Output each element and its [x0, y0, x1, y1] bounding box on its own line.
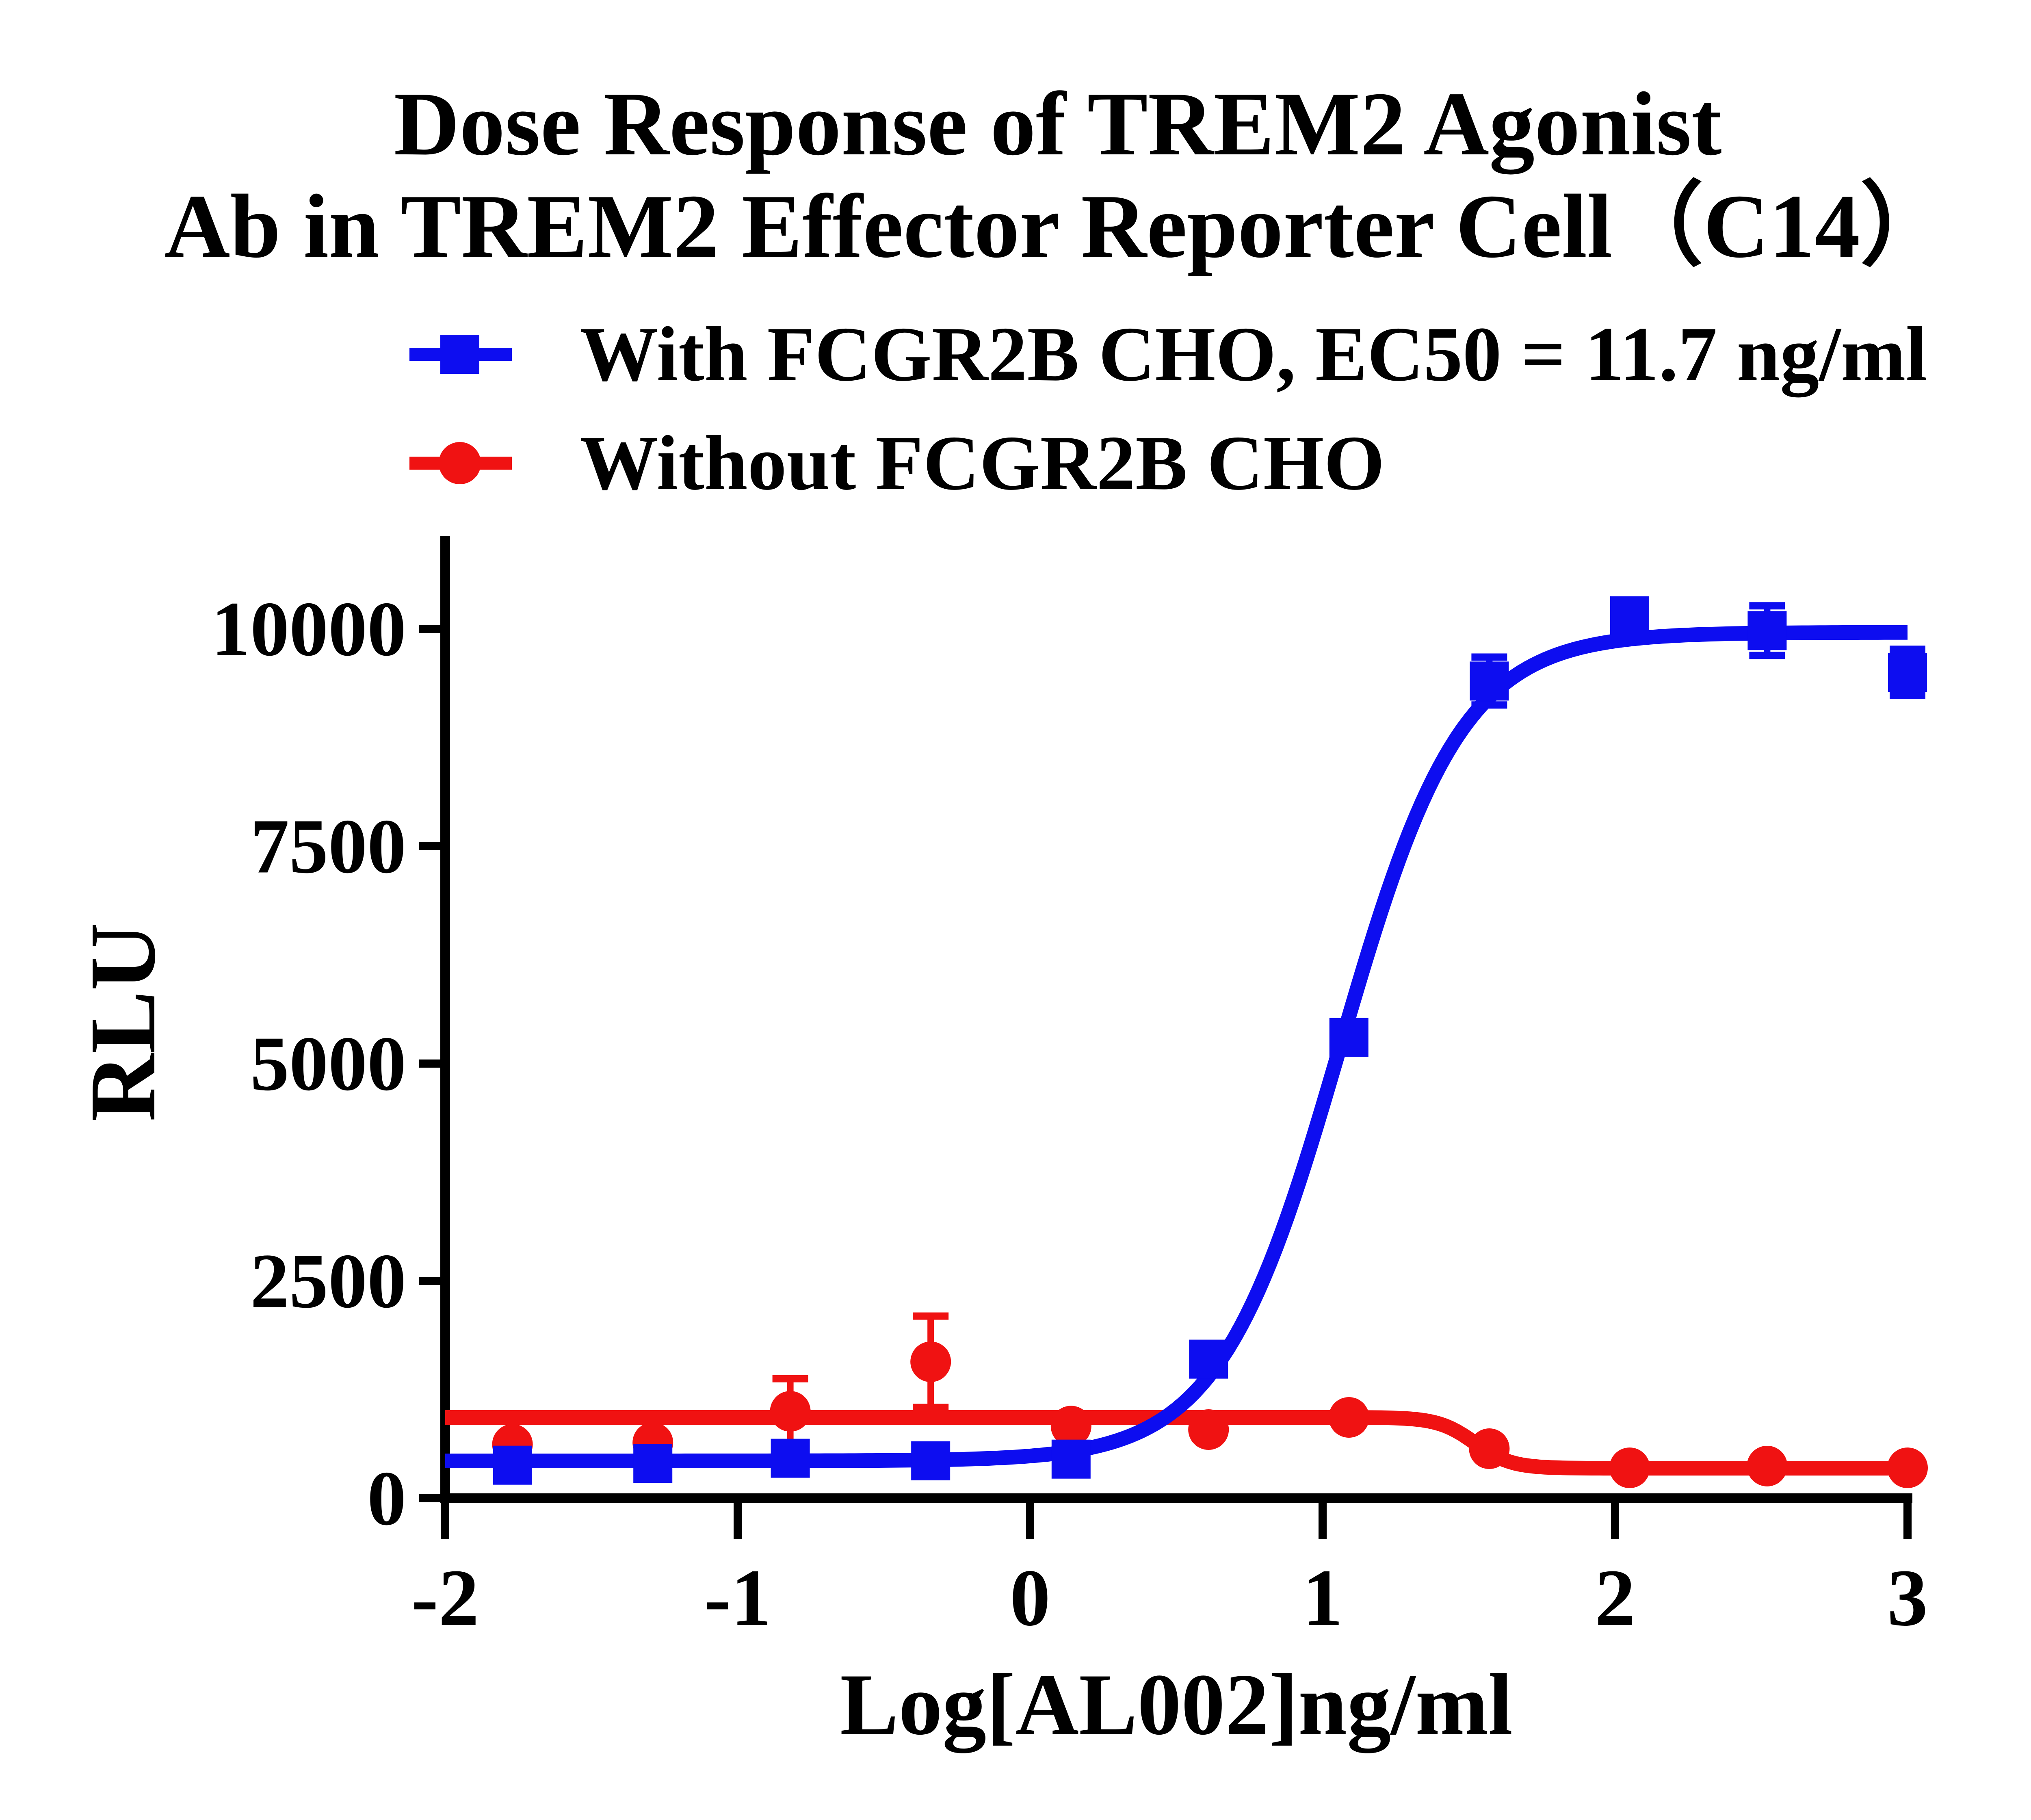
- x-tick: [441, 1503, 449, 1539]
- x-axis-title: Log[AL002]ng/ml: [840, 1656, 1513, 1753]
- data-point-square: [1051, 1439, 1091, 1479]
- data-point-circle: [1050, 1406, 1091, 1447]
- legend-item-with-fcgr2b: With FCGR2B CHO, EC50 = 11.7 ng/ml: [409, 311, 1927, 397]
- data-point-square: [493, 1445, 532, 1485]
- x-tick-label: -1: [704, 1553, 772, 1643]
- legend-item-without-fcgr2b: Without FCGR2B CHO: [409, 420, 1385, 506]
- x-tick: [1026, 1503, 1034, 1539]
- data-point-square: [1329, 1018, 1368, 1057]
- data-point-circle: [1469, 1428, 1510, 1469]
- y-tick: [419, 1277, 440, 1285]
- chart-title-line-1: Dose Response of TREM2 Agonist: [394, 75, 1722, 176]
- x-tick-label: 3: [1887, 1553, 1928, 1643]
- error-bar-cap-top: [1471, 653, 1507, 661]
- y-tick: [419, 842, 440, 850]
- x-tick: [1319, 1503, 1327, 1539]
- chart-title-line-2: Ab in TREM2 Effector Reporter Cell（C14）: [164, 177, 1951, 278]
- legend-label: Without FCGR2B CHO: [580, 420, 1385, 506]
- x-tick-label: 0: [1010, 1553, 1050, 1643]
- x-axis-line: [440, 1493, 1912, 1503]
- data-point-circle: [1328, 1397, 1369, 1438]
- error-bar-cap-bottom: [1471, 701, 1507, 709]
- error-bar-cap-top: [772, 1375, 808, 1382]
- data-point-circle: [1887, 1447, 1928, 1488]
- data-point-square: [1610, 596, 1649, 635]
- data-point-square: [911, 1441, 951, 1480]
- error-bar-cap-bottom: [1749, 652, 1785, 659]
- y-tick-label: 0: [367, 1455, 406, 1542]
- data-point-square: [1747, 611, 1787, 650]
- legend-marker-blue-square: [409, 312, 512, 396]
- error-bar-cap-top: [913, 1312, 949, 1320]
- error-bar-cap-bottom: [913, 1404, 949, 1411]
- data-point-square: [1470, 661, 1509, 701]
- legend-marker-red-circle: [409, 421, 512, 505]
- y-tick-label: 7500: [250, 803, 406, 890]
- y-tick: [419, 1494, 440, 1502]
- data-point-square: [1888, 653, 1927, 692]
- y-tick-label: 5000: [250, 1020, 406, 1107]
- x-tick-label: 2: [1595, 1553, 1635, 1643]
- x-tick: [1903, 1503, 1912, 1539]
- y-tick: [419, 625, 440, 633]
- x-tick: [734, 1503, 742, 1539]
- x-tick-label: 1: [1302, 1553, 1343, 1643]
- error-bar-cap-top: [1890, 646, 1925, 653]
- data-point-square: [1189, 1339, 1228, 1379]
- data-point-square: [633, 1444, 673, 1483]
- data-point-circle: [1609, 1447, 1650, 1488]
- error-bar-cap-top: [1749, 602, 1785, 610]
- x-tick: [1611, 1503, 1619, 1539]
- y-tick: [419, 1060, 440, 1068]
- data-point-square: [771, 1439, 810, 1478]
- data-point-circle: [770, 1391, 811, 1432]
- fit-curve-blue: [445, 625, 1908, 1468]
- x-tick-label: -2: [411, 1553, 479, 1643]
- y-tick-label: 10000: [211, 586, 406, 672]
- circle-marker-icon: [439, 442, 481, 484]
- data-point-circle: [910, 1341, 951, 1382]
- chart-title: Dose Response of TREM2 Agonist Ab in TRE…: [0, 75, 2031, 280]
- data-point-circle: [1188, 1409, 1229, 1450]
- y-axis-line: [440, 536, 450, 1503]
- error-bar-cap-bottom: [1890, 691, 1925, 699]
- legend-label: With FCGR2B CHO, EC50 = 11.7 ng/ml: [580, 311, 1927, 397]
- square-marker-icon: [440, 335, 479, 374]
- y-tick-label: 2500: [250, 1238, 406, 1324]
- data-point-circle: [1747, 1445, 1788, 1486]
